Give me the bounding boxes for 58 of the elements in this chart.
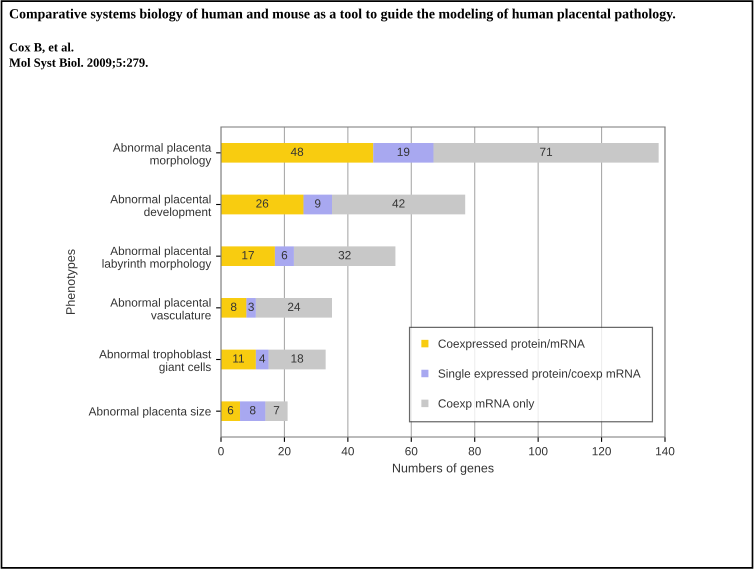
x-tick-label: 0 — [218, 447, 224, 456]
x-axis-title: Numbers of genes — [392, 463, 494, 475]
data-label: 42 — [392, 199, 405, 208]
bar — [303, 194, 332, 214]
bar — [332, 194, 466, 214]
bar — [221, 298, 246, 318]
data-label: 32 — [338, 250, 351, 260]
data-label: 71 — [540, 148, 552, 156]
bar — [221, 246, 275, 266]
data-label: 17 — [242, 251, 254, 260]
data-label: 18 — [291, 354, 304, 363]
y-axis-title: Phenotypes — [66, 249, 78, 314]
data-label: 8 — [250, 406, 256, 414]
text: Mol Syst Biol. 2009;5:279. — [9, 58, 148, 70]
y-tick-label: Abnormal placenta morphology — [112, 143, 212, 167]
bar — [433, 143, 659, 163]
bar — [268, 350, 326, 370]
data-label: 48 — [290, 148, 304, 156]
y-tick-label: Abnormal placental labyrinth morphology — [102, 246, 212, 270]
bar — [221, 194, 304, 214]
bar — [240, 401, 266, 421]
y-tick-label: Abnormal trophoblast giant cells — [99, 350, 212, 374]
x-tick-label: 140 — [656, 447, 674, 456]
bar — [256, 350, 269, 370]
bar — [294, 246, 396, 266]
x-tick-label: 120 — [592, 447, 611, 456]
bar — [274, 246, 294, 266]
bar — [221, 143, 374, 163]
x-tick-label: 20 — [278, 447, 291, 456]
legend-label: Coexpressed protein/mRNA — [438, 339, 585, 350]
bar — [221, 401, 240, 421]
legend-label: Coexp mRNA only — [438, 398, 534, 410]
bar — [246, 298, 256, 318]
data-label: 26 — [256, 199, 268, 208]
data-label: 4 — [259, 354, 266, 363]
y-tick-label: Abnormal placenta size — [88, 406, 211, 418]
data-label: 24 — [288, 302, 300, 311]
data-label: 11 — [233, 354, 244, 363]
data-label: 3 — [248, 302, 254, 311]
x-tick-label: 40 — [342, 447, 354, 456]
x-tick-label: 80 — [468, 447, 481, 456]
y-tick-label: Abnormal placental development — [110, 194, 212, 218]
bar — [256, 298, 332, 318]
legend-label: Single expressed protein/coexp mRNA — [438, 369, 641, 380]
data-label: 19 — [398, 148, 410, 156]
bar — [221, 350, 256, 370]
bar — [265, 401, 288, 421]
data-label: 9 — [315, 199, 320, 208]
data-label: 7 — [274, 406, 280, 414]
bar — [373, 143, 434, 163]
x-tick-label: 100 — [529, 447, 548, 456]
data-label: 8 — [230, 302, 236, 311]
data-label: 6 — [282, 250, 288, 260]
y-tick-label: Abnormal placental vasculature — [110, 298, 211, 320]
data-label: 6 — [228, 406, 234, 414]
x-tick-label: 60 — [405, 447, 418, 456]
chart-title: Comparative systems biology of human and mouse as a tool to guide the modeling of human placental pathology. — [10, 8, 676, 22]
text: Cox B, et al. — [10, 42, 74, 54]
